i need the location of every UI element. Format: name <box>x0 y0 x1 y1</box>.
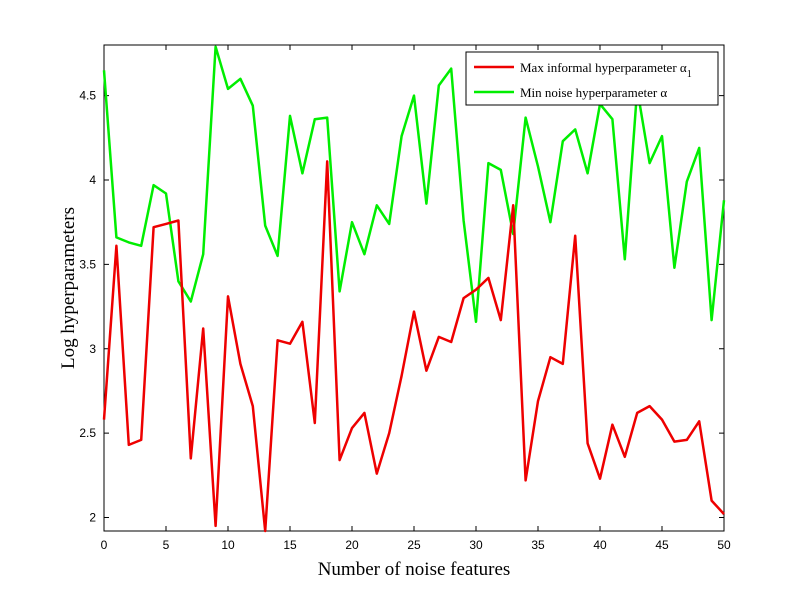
y-tick-label: 4 <box>89 173 96 187</box>
legend-box <box>465 51 719 106</box>
x-tick-label: 30 <box>469 538 483 552</box>
x-tick-label: 5 <box>163 538 170 552</box>
legend: Max informal hyperparameter α1 Min noise… <box>465 51 719 106</box>
x-tick-label: 10 <box>221 538 235 552</box>
legend-label-min-noise: Min noise hyperparameter α <box>520 85 667 100</box>
y-axis-label: Log hyperparameters <box>58 207 79 369</box>
series-lines <box>102 45 726 533</box>
y-tick-label: 3.5 <box>79 257 96 271</box>
x-tick-label: 15 <box>283 538 297 552</box>
y-tick-label: 3 <box>89 342 96 356</box>
legend-label-max-informal: Max informal hyperparameter α1 <box>520 60 692 80</box>
legend-label-max-informal-text: Max informal hyperparameter α <box>520 60 687 75</box>
x-tick-label: 25 <box>407 538 421 552</box>
x-tick-label: 0 <box>101 538 108 552</box>
axis-ticks: 0 5 10 15 20 25 30 35 40 45 50 2 2.5 3 3.5 4 4.5 <box>79 45 731 552</box>
x-tick-label: 45 <box>655 538 669 552</box>
y-tick-label: 4.5 <box>79 89 96 103</box>
plot-area <box>103 44 725 532</box>
x-tick-label: 35 <box>531 538 545 552</box>
x-tick-label: 20 <box>345 538 359 552</box>
legend-label-max-informal-subscript: 1 <box>687 69 692 80</box>
x-axis-label: Number of noise features <box>318 559 511 580</box>
y-tick-label: 2.5 <box>79 426 96 440</box>
y-tick-label: 2 <box>89 511 96 525</box>
series-line-max-informal <box>102 160 725 533</box>
x-tick-label: 50 <box>717 538 731 552</box>
x-tick-label: 40 <box>593 538 607 552</box>
series-line-min-noise <box>102 45 726 324</box>
